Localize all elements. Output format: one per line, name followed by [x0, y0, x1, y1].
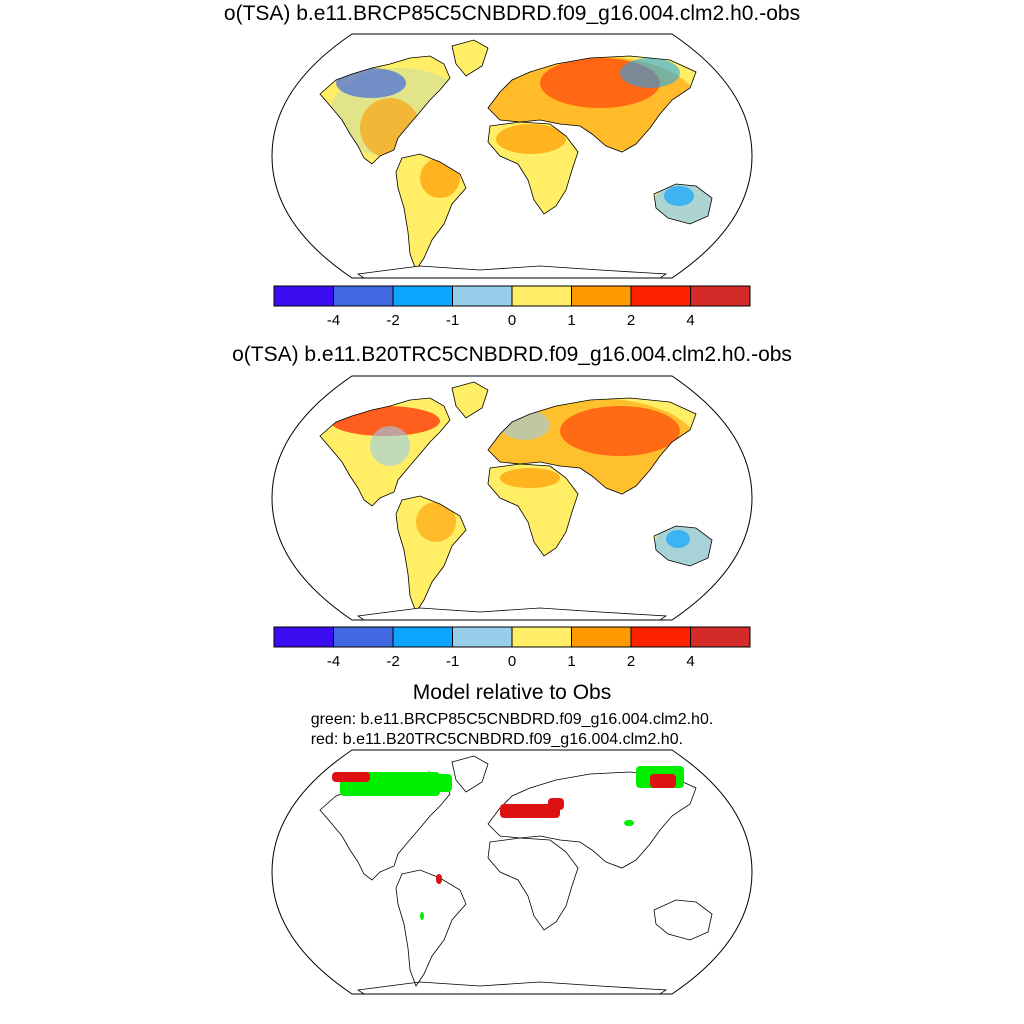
map-border [271, 33, 753, 279]
value-patch [370, 426, 410, 466]
coastline-africa [487, 837, 579, 931]
colorbar-swatch [690, 285, 751, 307]
colorbar-tick-label: 2 [627, 653, 635, 670]
map1-panel [271, 33, 753, 279]
land-australia [654, 184, 712, 224]
comparison-title: Model relative to Obs [412, 681, 612, 704]
colorbar-swatch [690, 626, 751, 648]
colorbar-swatch [273, 626, 334, 648]
legend-red-text: red: b.e11.B20TRC5CNBDRD.f09_g16.004.clm… [310, 731, 684, 748]
coastline-greenland [451, 39, 489, 77]
coastline-europe-asia [487, 55, 697, 153]
flag-patch [624, 820, 634, 826]
land-australia [654, 526, 712, 566]
land-antarctica [358, 608, 666, 620]
colorbar-tick-label: 1 [567, 653, 575, 670]
map3-panel [271, 749, 753, 995]
coastline-australia [653, 183, 713, 225]
colorbar-2: -4 -2 -1 0 1 2 4 [273, 626, 751, 670]
coastline-australia [653, 525, 713, 567]
colorbar-tick-label: -1 [446, 312, 459, 329]
colorbar-swatch [511, 626, 572, 648]
flag-patch [548, 798, 564, 810]
value-patch [666, 530, 690, 548]
map2-panel [271, 375, 753, 621]
colorbar-tick-label: -2 [386, 653, 399, 670]
flag-patch [436, 874, 442, 884]
comparison-legend: green: b.e11.BRCP85C5CNBDRD.f09_g16.004.… [0, 710, 1024, 750]
colorbar-tick-label: -1 [446, 653, 459, 670]
colorbar-tick-label: 4 [686, 653, 694, 670]
coastline-australia [653, 899, 713, 941]
colorbar-swatch [452, 285, 513, 307]
coastline-south-america [395, 869, 467, 987]
value-patch [620, 58, 680, 88]
colorbar-swatch [273, 285, 334, 307]
colorbar-tick-label: 2 [627, 312, 635, 329]
colorbar-tick-label: 0 [508, 653, 516, 670]
ocean-area [272, 750, 752, 994]
value-patch [560, 406, 680, 456]
coastline-africa [487, 121, 579, 215]
colorbar-swatch [571, 626, 632, 648]
coastline-south-america [395, 153, 467, 271]
colorbar-tick-label: -4 [327, 653, 340, 670]
land-europe-asia [488, 56, 696, 152]
coastline-europe-asia [487, 397, 697, 495]
legend-green-text: green: b.e11.BRCP85C5CNBDRD.f09_g16.004.… [310, 711, 714, 728]
coastline-africa [487, 463, 579, 557]
flag-patch [420, 912, 424, 920]
flag-patch [500, 804, 560, 818]
coastline-greenland [451, 755, 489, 793]
colorbar-tick-label: 0 [508, 312, 516, 329]
colorbar-1: -4 -2 -1 0 1 2 4 [273, 285, 751, 329]
land-greenland [452, 40, 488, 76]
coastline-north-america [319, 55, 451, 165]
flag-patch [332, 772, 370, 782]
map1-title: o(TSA) b.e11.BRCP85C5CNBDRD.f09_g16.004.… [223, 2, 801, 25]
colorbar-tick-label: 4 [686, 312, 694, 329]
value-patch [336, 68, 406, 98]
map2-title: o(TSA) b.e11.B20TRC5CNBDRD.f09_g16.004.c… [232, 343, 792, 366]
colorbar-tick-label: 1 [567, 312, 575, 329]
colorbar-swatch [630, 626, 691, 648]
land-antarctica [358, 266, 666, 278]
land-greenland [452, 382, 488, 418]
value-patch [664, 186, 694, 206]
value-patch [500, 468, 560, 488]
colorbar-swatch [392, 285, 453, 307]
colorbar-swatch [630, 285, 691, 307]
colorbar-swatch [571, 285, 632, 307]
coastline-south-america [395, 495, 467, 613]
colorbar-swatch [452, 626, 513, 648]
coastline-greenland [451, 381, 489, 419]
colorbar-tick-label: -4 [327, 312, 340, 329]
colorbar-swatch [333, 626, 394, 648]
colorbar-swatch [333, 285, 394, 307]
colorbar-swatch [511, 285, 572, 307]
colorbar-tick-label: -2 [386, 312, 399, 329]
flag-patch [420, 774, 452, 792]
coastline-europe-asia [487, 771, 697, 869]
map-border [271, 375, 753, 621]
map-border [271, 749, 753, 995]
value-patch [496, 124, 566, 154]
colorbar-swatch [392, 626, 453, 648]
value-patch [416, 502, 456, 542]
coastline-north-america [319, 397, 451, 507]
flag-patch [650, 774, 676, 788]
